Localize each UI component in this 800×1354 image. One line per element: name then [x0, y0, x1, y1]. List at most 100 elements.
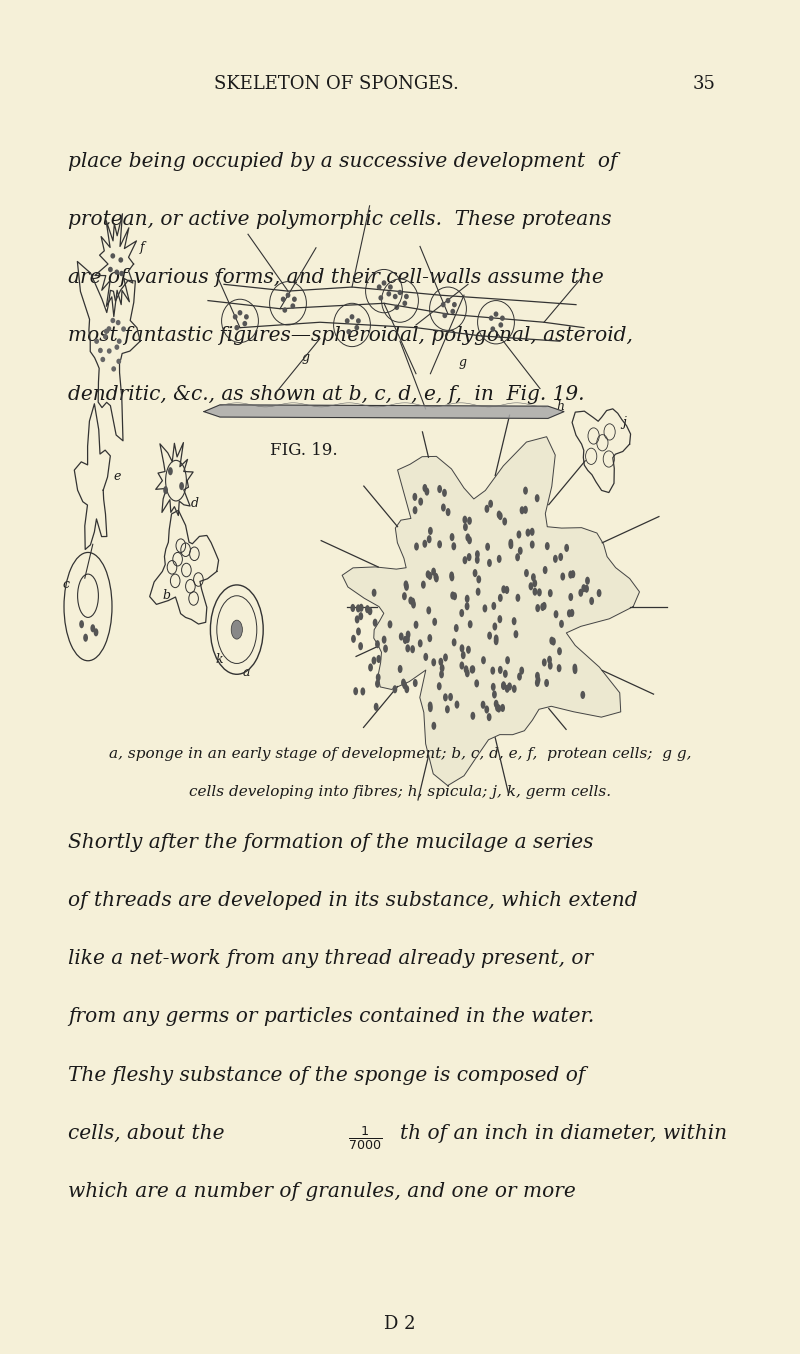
Ellipse shape	[402, 681, 407, 689]
Ellipse shape	[402, 592, 407, 600]
Ellipse shape	[475, 555, 480, 563]
Ellipse shape	[532, 580, 537, 588]
Ellipse shape	[428, 701, 433, 709]
Ellipse shape	[345, 318, 350, 324]
Ellipse shape	[402, 301, 407, 306]
Text: cells developing into fibres; h, spicula; j, k, germ cells.: cells developing into fibres; h, spicula…	[189, 785, 611, 799]
Ellipse shape	[597, 589, 602, 597]
Ellipse shape	[468, 620, 473, 628]
Ellipse shape	[497, 555, 502, 563]
Ellipse shape	[470, 712, 475, 720]
Ellipse shape	[530, 540, 534, 548]
Ellipse shape	[351, 635, 356, 643]
Ellipse shape	[582, 584, 586, 592]
Ellipse shape	[119, 271, 124, 276]
Ellipse shape	[465, 669, 470, 677]
Ellipse shape	[481, 701, 486, 709]
Ellipse shape	[450, 309, 455, 314]
Ellipse shape	[540, 603, 545, 611]
Ellipse shape	[94, 338, 99, 344]
Ellipse shape	[110, 253, 115, 259]
Polygon shape	[204, 405, 564, 418]
Ellipse shape	[524, 569, 529, 577]
Ellipse shape	[116, 320, 121, 325]
Ellipse shape	[413, 493, 418, 501]
Ellipse shape	[517, 673, 522, 681]
Ellipse shape	[560, 573, 565, 581]
Text: th of an inch in diameter, within: th of an inch in diameter, within	[400, 1124, 727, 1143]
Ellipse shape	[535, 672, 540, 680]
Ellipse shape	[573, 666, 578, 674]
Text: place being occupied by a successive development  of: place being occupied by a successive dev…	[68, 152, 618, 171]
Ellipse shape	[459, 609, 464, 617]
Ellipse shape	[90, 624, 95, 632]
Ellipse shape	[494, 638, 498, 646]
Text: Shortly after the formation of the mucilage a series: Shortly after the formation of the mucil…	[68, 833, 594, 852]
Ellipse shape	[452, 302, 457, 307]
Ellipse shape	[454, 624, 458, 632]
Ellipse shape	[530, 528, 534, 536]
Ellipse shape	[382, 635, 386, 643]
Ellipse shape	[440, 663, 445, 672]
Ellipse shape	[542, 603, 546, 611]
Ellipse shape	[573, 663, 578, 672]
Ellipse shape	[547, 655, 552, 663]
Ellipse shape	[438, 658, 443, 666]
Ellipse shape	[493, 623, 498, 631]
Ellipse shape	[427, 634, 432, 642]
Ellipse shape	[281, 297, 286, 302]
Ellipse shape	[502, 517, 507, 525]
Ellipse shape	[512, 617, 517, 626]
Ellipse shape	[473, 569, 478, 577]
Ellipse shape	[374, 703, 378, 711]
Ellipse shape	[394, 305, 399, 310]
Ellipse shape	[501, 682, 506, 691]
Ellipse shape	[422, 540, 427, 548]
Ellipse shape	[441, 504, 446, 512]
Ellipse shape	[94, 628, 98, 636]
Ellipse shape	[121, 326, 126, 332]
Ellipse shape	[526, 528, 530, 536]
Ellipse shape	[401, 678, 406, 686]
Ellipse shape	[233, 314, 238, 320]
Ellipse shape	[489, 315, 494, 321]
Ellipse shape	[179, 482, 184, 490]
Ellipse shape	[490, 326, 495, 332]
Text: SKELETON OF SPONGES.: SKELETON OF SPONGES.	[214, 74, 458, 93]
Ellipse shape	[111, 366, 116, 371]
Text: The fleshy substance of the sponge is composed of: The fleshy substance of the sponge is co…	[68, 1066, 586, 1085]
Ellipse shape	[350, 604, 355, 612]
Ellipse shape	[487, 631, 492, 639]
Ellipse shape	[393, 294, 398, 299]
Ellipse shape	[500, 315, 505, 321]
Ellipse shape	[462, 556, 467, 565]
Ellipse shape	[101, 356, 106, 362]
Ellipse shape	[438, 540, 442, 548]
Ellipse shape	[509, 542, 514, 550]
Ellipse shape	[544, 678, 549, 686]
Ellipse shape	[399, 632, 404, 640]
Ellipse shape	[358, 604, 363, 612]
Ellipse shape	[509, 539, 514, 547]
Ellipse shape	[495, 704, 500, 712]
Ellipse shape	[580, 691, 585, 699]
Ellipse shape	[234, 325, 239, 330]
Ellipse shape	[578, 589, 583, 597]
Ellipse shape	[568, 593, 573, 601]
Ellipse shape	[470, 665, 475, 673]
Text: a: a	[242, 666, 250, 680]
Ellipse shape	[486, 714, 491, 722]
Ellipse shape	[505, 685, 510, 693]
Text: g: g	[302, 351, 310, 364]
Ellipse shape	[356, 318, 361, 324]
Ellipse shape	[462, 516, 467, 524]
Ellipse shape	[376, 655, 381, 663]
Ellipse shape	[570, 609, 574, 617]
Ellipse shape	[514, 630, 518, 638]
Ellipse shape	[450, 592, 455, 600]
Ellipse shape	[470, 665, 474, 673]
Ellipse shape	[358, 642, 363, 650]
Ellipse shape	[103, 334, 108, 340]
Ellipse shape	[441, 302, 446, 307]
Ellipse shape	[442, 313, 447, 318]
